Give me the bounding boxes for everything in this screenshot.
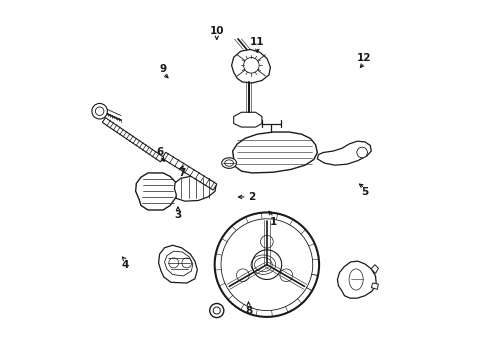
Circle shape [244, 58, 259, 73]
Polygon shape [162, 152, 217, 190]
Text: 7: 7 [178, 168, 185, 178]
Text: 1: 1 [270, 217, 277, 227]
Text: 8: 8 [245, 306, 252, 315]
Polygon shape [318, 141, 371, 165]
Text: 9: 9 [160, 64, 167, 74]
Polygon shape [159, 245, 197, 283]
Text: 6: 6 [156, 147, 163, 157]
Text: 12: 12 [357, 53, 371, 63]
Text: 11: 11 [250, 37, 265, 48]
Polygon shape [102, 118, 164, 162]
Text: 2: 2 [248, 192, 255, 202]
Circle shape [96, 107, 104, 116]
Polygon shape [174, 176, 216, 201]
Text: 10: 10 [210, 26, 224, 36]
Polygon shape [136, 173, 178, 210]
Polygon shape [371, 283, 378, 289]
Polygon shape [338, 261, 376, 298]
Text: 4: 4 [122, 260, 129, 270]
Polygon shape [233, 132, 318, 173]
Ellipse shape [221, 158, 237, 168]
Circle shape [92, 103, 107, 119]
Text: 5: 5 [361, 187, 368, 197]
Circle shape [215, 212, 319, 317]
Polygon shape [232, 49, 270, 83]
Polygon shape [165, 251, 193, 276]
Polygon shape [234, 112, 262, 127]
Ellipse shape [225, 160, 234, 166]
Text: 3: 3 [174, 210, 182, 220]
Circle shape [357, 147, 368, 158]
Circle shape [252, 250, 282, 279]
Polygon shape [371, 265, 378, 274]
